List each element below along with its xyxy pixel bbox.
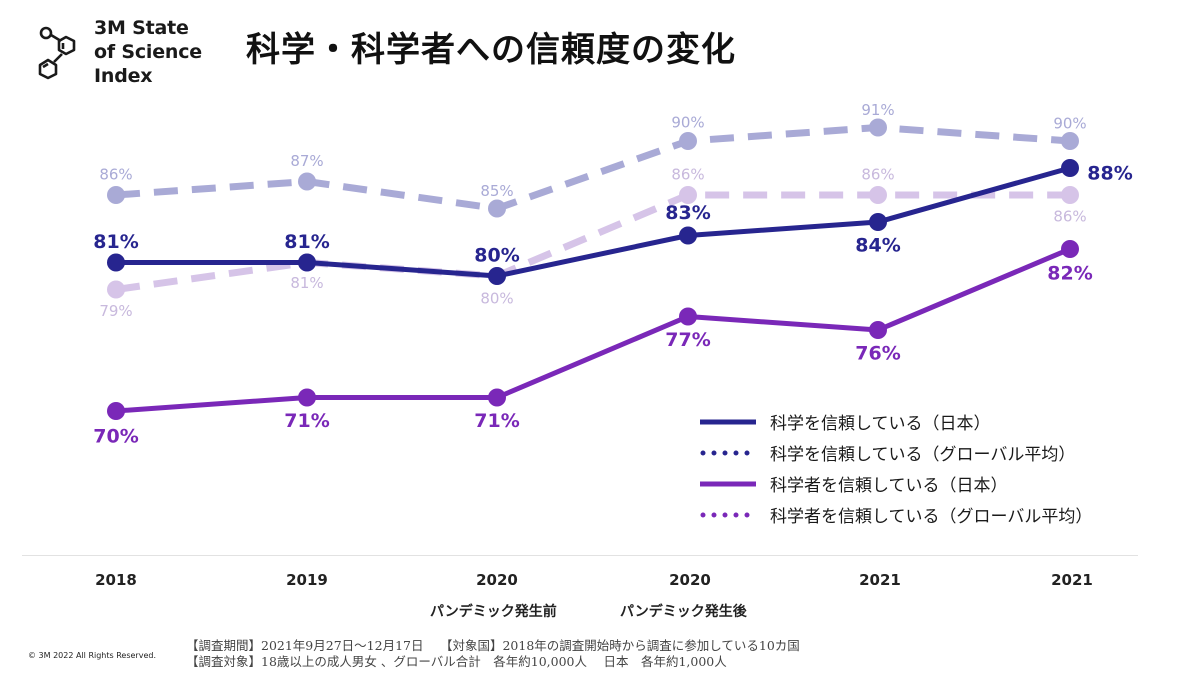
x-tick-label: 2021 [859,571,901,589]
legend-label: 科学者を信頼している（グローバル平均） [770,507,1093,527]
legend-item: 科学者を信頼している（日本） [700,468,1092,499]
legend-swatch-dotted [700,512,756,517]
phase-label-before: パンデミック発生前 [430,604,557,620]
data-point [869,118,887,137]
data-label: 81% [290,274,323,292]
data-point [107,186,125,204]
data-point [298,388,316,407]
data-point [107,402,125,420]
molecule-icon [38,26,76,80]
legend-label: 科学者を信頼している（日本） [770,476,1008,496]
legend-item: 科学を信頼している（グローバル平均） [700,437,1092,468]
data-point [679,186,697,204]
data-label: 81% [284,231,329,253]
series-1 [107,186,1079,299]
data-point [298,253,316,272]
data-point [679,132,697,150]
data-label: 80% [474,245,519,267]
chart-legend: 科学を信頼している（日本） 科学を信頼している（グローバル平均） 科学者を信頼し… [700,406,1092,530]
legend-item: 科学者を信頼している（グローバル平均） [700,499,1092,530]
survey-note-line: 【調査期間】2021年9月27日～12月17日 【対象国】2018年の調査開始時… [186,638,800,653]
data-label: 79% [99,302,132,320]
series-3 [107,240,1079,420]
data-point [869,186,887,204]
data-label: 80% [480,290,513,308]
data-point [869,321,887,339]
data-point [488,267,506,285]
data-point [869,213,887,231]
data-point [107,253,125,272]
data-point [488,199,506,218]
data-point [679,307,697,326]
data-label: 86% [1053,208,1086,226]
legend-label: 科学を信頼している（グローバル平均） [770,445,1076,465]
data-label: 86% [99,166,132,184]
page-title: 科学・科学者への信頼度の変化 [246,30,736,70]
data-label: 87% [290,152,323,170]
data-label: 70% [93,426,138,448]
x-axis-line [22,555,1138,556]
data-point [1061,132,1079,150]
data-label: 76% [855,343,900,365]
data-label: 84% [855,235,900,257]
data-label: 90% [1053,115,1086,133]
data-label: 86% [861,166,894,184]
data-label: 85% [480,182,513,200]
x-tick-label: 2020 [669,571,711,589]
series-line [115,124,1071,212]
data-label: 91% [861,101,894,119]
data-point [1061,186,1079,204]
copyright: © 3M 2022 All Rights Reserved. [28,651,156,660]
series-line [116,165,1071,279]
legend-swatch-solid [700,481,756,486]
survey-note-line: 【調査対象】18歳以上の成人男女 、グローバル合計 各年約10,000人 日本 … [186,654,727,669]
data-label: 88% [1087,163,1132,185]
phase-label-after: パンデミック発生後 [620,604,747,620]
data-point [298,172,316,191]
data-point [107,280,125,299]
x-tick-label: 2020 [476,571,518,589]
series-0 [107,118,1079,218]
series-2 [107,159,1079,285]
data-label: 83% [665,202,710,224]
data-label: 71% [284,410,329,432]
legend-swatch-dotted [700,450,756,455]
brand-logo: 3M State of Science Index [34,16,234,96]
data-point [1061,159,1079,177]
data-label: 81% [93,231,138,253]
data-label: 82% [1047,263,1092,285]
survey-notes: 【調査期間】2021年9月27日～12月17日 【対象国】2018年の調査開始時… [186,638,800,670]
data-label: 71% [474,410,519,432]
x-tick-label: 2021 [1051,571,1093,589]
data-point [679,226,697,245]
legend-swatch-solid [700,419,756,424]
data-label: 90% [671,114,704,132]
legend-item: 科学を信頼している（日本） [700,406,1092,437]
data-point [488,388,506,407]
x-tick-label: 2019 [286,571,328,589]
x-tick-label: 2018 [95,571,137,589]
data-point [1061,240,1079,258]
legend-label: 科学を信頼している（日本） [770,414,991,434]
data-label: 77% [665,329,710,351]
data-label: 86% [671,166,704,184]
logo-text: 3M State of Science Index [94,17,202,87]
series-line [115,191,1070,293]
series-line [115,246,1071,414]
